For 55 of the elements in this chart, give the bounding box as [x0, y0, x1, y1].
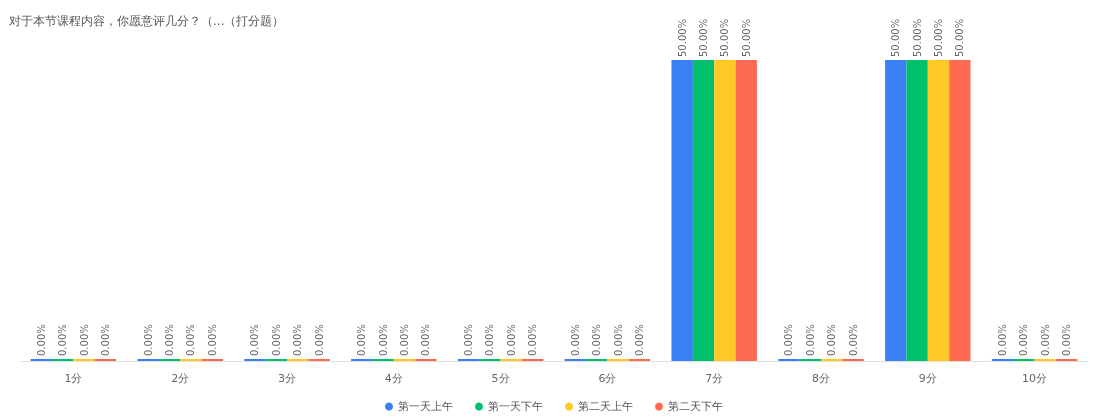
data-label: 0.00% — [1039, 324, 1051, 356]
legend-label: 第二天上午 — [578, 400, 633, 413]
data-label: 50.00% — [890, 18, 902, 57]
data-label: 0.00% — [505, 324, 517, 356]
x-tick-label: 4分 — [384, 372, 403, 385]
data-label: 0.00% — [463, 324, 475, 356]
data-label: 0.00% — [569, 324, 581, 356]
data-label: 0.00% — [292, 324, 304, 356]
data-label: 0.00% — [612, 324, 624, 356]
data-label: 0.00% — [847, 324, 859, 356]
legend-label: 第二天下午 — [668, 400, 723, 413]
data-label: 0.00% — [997, 324, 1009, 356]
data-label: 0.00% — [35, 324, 47, 356]
legend-label: 第一天上午 — [398, 400, 453, 413]
chart-title: 对于本节课程内容，你愿意评几分？（...（打分题） — [9, 14, 285, 28]
data-label: 0.00% — [633, 324, 645, 356]
data-label: 0.00% — [57, 324, 69, 356]
data-label: 0.00% — [356, 324, 368, 356]
x-tick-label: 1分 — [64, 372, 83, 385]
data-label: 50.00% — [719, 18, 731, 57]
data-label: 0.00% — [826, 324, 838, 356]
x-tick-label: 7分 — [705, 372, 724, 385]
data-label: 0.00% — [249, 324, 261, 356]
x-tick-label: 10分 — [1022, 372, 1048, 385]
x-tick-label: 2分 — [171, 372, 190, 385]
data-label: 50.00% — [954, 18, 966, 57]
x-tick-label: 3分 — [278, 372, 296, 385]
data-label: 0.00% — [527, 324, 539, 356]
x-tick-label: 6分 — [598, 372, 617, 385]
data-label: 0.00% — [78, 324, 90, 356]
data-label: 0.00% — [142, 324, 154, 356]
data-label: 0.00% — [270, 324, 282, 356]
x-tick-label: 9分 — [918, 372, 937, 385]
data-label: 50.00% — [740, 18, 752, 57]
data-label: 0.00% — [804, 324, 816, 356]
legend-label: 第一天下午 — [488, 400, 543, 413]
data-label: 50.00% — [698, 18, 710, 57]
data-label: 50.00% — [676, 18, 688, 57]
data-label: 0.00% — [1018, 324, 1030, 356]
data-label: 0.00% — [377, 324, 389, 356]
x-tick-label: 5分 — [491, 372, 510, 385]
data-label: 0.00% — [185, 324, 197, 356]
data-label: 0.00% — [591, 324, 603, 356]
data-label: 0.00% — [164, 324, 176, 356]
data-label: 0.00% — [206, 324, 218, 356]
data-label: 0.00% — [484, 324, 496, 356]
data-label: 0.00% — [1061, 324, 1073, 356]
data-label: 0.00% — [783, 324, 795, 356]
data-label: 0.00% — [99, 324, 111, 356]
data-label: 50.00% — [911, 18, 923, 57]
data-label: 0.00% — [313, 324, 325, 356]
data-label: 0.00% — [420, 324, 432, 356]
data-label: 50.00% — [932, 18, 944, 57]
data-label: 0.00% — [398, 324, 410, 356]
x-tick-label: 8分 — [812, 372, 830, 385]
